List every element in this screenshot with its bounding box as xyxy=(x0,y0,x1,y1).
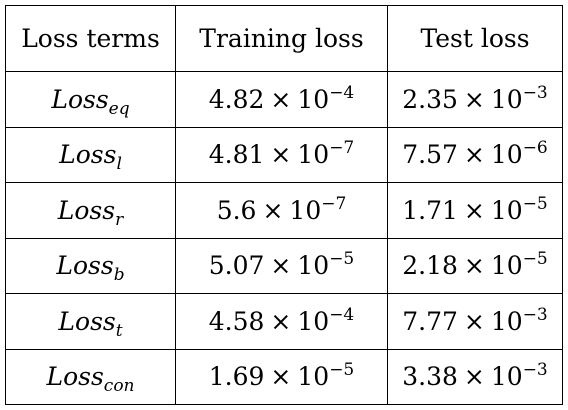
header-training-loss: Training loss xyxy=(175,5,388,72)
exponent: −7 xyxy=(329,138,355,159)
times-symbol: × xyxy=(270,84,292,114)
table-row: Losseq 4.82 × 10−4 2.35 × 10−3 xyxy=(5,71,563,128)
mantissa: 7.77 xyxy=(402,306,458,336)
times-symbol: × xyxy=(270,362,292,392)
loss-term-base: Loss xyxy=(46,362,104,392)
exponent: −3 xyxy=(522,360,548,381)
test-loss-cell: 7.57 × 10−6 xyxy=(387,126,563,183)
base-ten: 10 xyxy=(297,362,330,392)
mantissa: 1.69 xyxy=(208,362,265,392)
test-loss-cell: 1.71 × 10−5 xyxy=(387,182,563,239)
times-symbol: × xyxy=(270,140,292,170)
training-loss-cell: 5.6 × 10−7 xyxy=(175,182,388,239)
times-symbol: × xyxy=(463,306,485,336)
loss-term-base: Loss xyxy=(57,195,116,225)
times-symbol: × xyxy=(463,84,485,114)
base-ten: 10 xyxy=(490,306,523,336)
table-row: Lossb 5.07 × 10−5 2.18 × 10−5 xyxy=(5,237,563,294)
loss-term-subscript: b xyxy=(113,265,125,286)
base-ten: 10 xyxy=(490,362,523,392)
times-symbol: × xyxy=(463,195,485,225)
exponent: −5 xyxy=(329,249,355,270)
exponent: −6 xyxy=(522,138,548,159)
mantissa: 4.58 xyxy=(208,306,265,336)
mantissa: 3.38 xyxy=(402,362,458,392)
base-ten: 10 xyxy=(490,251,523,281)
table-row: Losst 4.58 × 10−4 7.77 × 10−3 xyxy=(5,293,563,350)
table-row: Lossl 4.81 × 10−7 7.57 × 10−6 xyxy=(5,126,563,183)
base-ten: 10 xyxy=(490,195,523,225)
times-symbol: × xyxy=(262,195,284,225)
exponent: −3 xyxy=(522,82,548,103)
header-test-loss: Test loss xyxy=(387,5,563,72)
training-loss-cell: 4.82 × 10−4 xyxy=(175,71,388,128)
times-symbol: × xyxy=(463,362,485,392)
base-ten: 10 xyxy=(289,195,322,225)
mantissa: 2.35 xyxy=(402,84,458,114)
base-ten: 10 xyxy=(490,84,523,114)
training-loss-cell: 4.58 × 10−4 xyxy=(175,293,388,350)
mantissa: 1.71 xyxy=(402,195,458,225)
base-ten: 10 xyxy=(490,140,523,170)
loss-term-base: Loss xyxy=(56,251,114,281)
table-row: Lossr 5.6 × 10−7 1.71 × 10−5 xyxy=(5,182,563,239)
table-body: Losseq 4.82 × 10−4 2.35 × 10−3 Lossl 4.81 × 10−7 7.… xyxy=(5,71,563,405)
loss-term-cell: Lossl xyxy=(5,126,176,183)
times-symbol: × xyxy=(463,140,485,170)
training-loss-cell: 1.69 × 10−5 xyxy=(175,348,388,405)
training-loss-cell: 4.81 × 10−7 xyxy=(175,126,388,183)
loss-term-subscript: con xyxy=(103,376,135,397)
table-row: Losscon 1.69 × 10−5 3.38 × 10−3 xyxy=(5,348,563,405)
header-row: Loss terms Training loss Test loss xyxy=(5,5,563,72)
loss-term-subscript: l xyxy=(116,154,122,175)
test-loss-cell: 2.18 × 10−5 xyxy=(387,237,563,294)
exponent: −5 xyxy=(522,249,548,270)
test-loss-cell: 3.38 × 10−3 xyxy=(387,348,563,405)
loss-term-subscript: eq xyxy=(108,98,130,119)
loss-term-base: Loss xyxy=(51,84,109,114)
loss-term-subscript: t xyxy=(115,320,123,341)
loss-term-cell: Losst xyxy=(5,293,176,350)
loss-term-cell: Lossr xyxy=(5,182,176,239)
loss-term-cell: Losscon xyxy=(5,348,176,405)
times-symbol: × xyxy=(270,251,292,281)
mantissa: 7.57 xyxy=(402,140,458,170)
exponent: −7 xyxy=(321,193,347,214)
base-ten: 10 xyxy=(297,251,330,281)
base-ten: 10 xyxy=(297,306,330,336)
mantissa: 5.6 xyxy=(216,195,257,225)
mantissa: 4.82 xyxy=(208,84,265,114)
exponent: −4 xyxy=(329,304,355,325)
test-loss-cell: 2.35 × 10−3 xyxy=(387,71,563,128)
loss-term-cell: Losseq xyxy=(5,71,176,128)
loss-term-subscript: r xyxy=(115,209,124,230)
exponent: −5 xyxy=(522,193,548,214)
mantissa: 2.18 xyxy=(402,251,458,281)
mantissa: 4.81 xyxy=(208,140,265,170)
training-loss-cell: 5.07 × 10−5 xyxy=(175,237,388,294)
loss-term-base: Loss xyxy=(58,306,116,336)
exponent: −3 xyxy=(522,304,548,325)
mantissa: 5.07 xyxy=(208,251,265,281)
loss-term-base: Loss xyxy=(59,140,117,170)
base-ten: 10 xyxy=(297,140,330,170)
loss-table: Loss terms Training loss Test loss Losse… xyxy=(5,5,563,405)
exponent: −5 xyxy=(329,360,355,381)
base-ten: 10 xyxy=(297,84,330,114)
exponent: −4 xyxy=(329,82,355,103)
times-symbol: × xyxy=(463,251,485,281)
header-loss-terms: Loss terms xyxy=(5,5,176,72)
test-loss-cell: 7.77 × 10−3 xyxy=(387,293,563,350)
times-symbol: × xyxy=(270,306,292,336)
loss-term-cell: Lossb xyxy=(5,237,176,294)
